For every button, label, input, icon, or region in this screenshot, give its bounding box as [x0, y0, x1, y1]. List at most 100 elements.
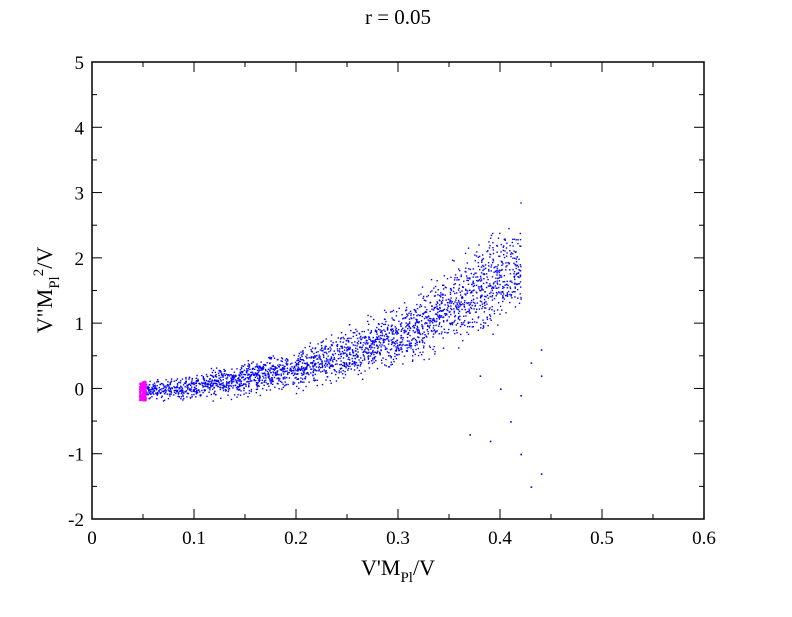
data-point [491, 232, 494, 235]
data-point [270, 381, 272, 384]
data-point [265, 377, 267, 379]
data-point [305, 368, 308, 370]
data-point [349, 359, 351, 361]
data-point [469, 434, 471, 436]
data-point [345, 339, 347, 342]
data-point [195, 381, 197, 383]
data-point [530, 486, 533, 488]
data-point [482, 282, 485, 285]
data-point [487, 250, 489, 252]
data-point [216, 379, 218, 382]
data-point [247, 396, 249, 398]
data-point [278, 379, 280, 381]
data-point [170, 380, 173, 382]
data-point [400, 323, 402, 326]
data-point [300, 366, 303, 368]
data-point [258, 366, 261, 368]
data-point [517, 239, 519, 241]
y-tick-label: -2 [68, 510, 84, 531]
data-point [500, 276, 503, 278]
data-point [412, 324, 415, 327]
data-point [196, 389, 198, 392]
data-point [141, 393, 143, 396]
data-point [327, 355, 329, 357]
data-point [396, 330, 398, 333]
data-point [418, 329, 420, 331]
data-point [519, 238, 522, 241]
data-point [282, 367, 284, 369]
data-point [469, 312, 471, 314]
data-point [418, 314, 421, 317]
x-axis-label: V'MPl/V [361, 555, 435, 586]
data-point [396, 330, 398, 332]
x-tick-label: 0.6 [692, 528, 716, 549]
data-point [303, 368, 306, 371]
data-point [311, 351, 313, 353]
data-point [468, 304, 470, 306]
data-point [230, 379, 233, 382]
data-point [467, 279, 470, 282]
data-point [450, 276, 452, 279]
data-point [321, 364, 324, 367]
data-point [259, 365, 261, 367]
data-point [493, 271, 495, 273]
data-point [427, 330, 429, 333]
data-point [148, 387, 150, 389]
data-point [329, 350, 332, 352]
data-point [395, 327, 397, 330]
data-point [353, 365, 356, 367]
data-point [299, 357, 301, 359]
data-point [276, 367, 278, 369]
data-point [272, 355, 275, 357]
data-point [520, 453, 522, 456]
data-point [321, 341, 324, 343]
data-point [332, 364, 334, 367]
data-point [184, 382, 187, 385]
data-point [339, 364, 341, 366]
data-point [429, 346, 431, 349]
data-point [499, 232, 501, 235]
data-point [520, 286, 522, 288]
data-point [328, 361, 330, 363]
data-point [161, 395, 163, 397]
data-point [261, 372, 263, 375]
data-point [305, 355, 307, 358]
data-point [433, 329, 436, 331]
data-point [284, 365, 286, 368]
data-point [305, 366, 308, 368]
data-point [368, 345, 371, 347]
data-point [429, 317, 431, 320]
data-point [294, 373, 296, 375]
data-point [518, 269, 520, 271]
data-point [208, 380, 210, 382]
data-point [338, 370, 341, 372]
data-point [248, 366, 250, 368]
data-point [456, 276, 458, 279]
data-point [238, 383, 240, 385]
data-point [400, 322, 403, 324]
data-point [158, 390, 160, 393]
data-point [180, 386, 183, 388]
data-point [372, 359, 374, 361]
data-point [177, 395, 179, 398]
data-point [415, 340, 418, 342]
data-point [297, 361, 300, 364]
data-point [142, 387, 145, 389]
data-point [418, 321, 421, 323]
data-point [204, 383, 206, 385]
data-point [288, 377, 291, 379]
data-point [400, 341, 402, 343]
data-point [355, 361, 358, 364]
data-point [473, 308, 475, 310]
data-point [360, 357, 362, 359]
data-point [144, 399, 146, 402]
data-point [345, 363, 348, 365]
data-point [282, 378, 285, 380]
data-point [144, 388, 147, 391]
data-point [170, 390, 172, 392]
data-point [406, 333, 409, 335]
data-point [367, 348, 369, 350]
data-point [470, 306, 472, 309]
data-point [269, 370, 271, 372]
data-point [517, 297, 519, 299]
